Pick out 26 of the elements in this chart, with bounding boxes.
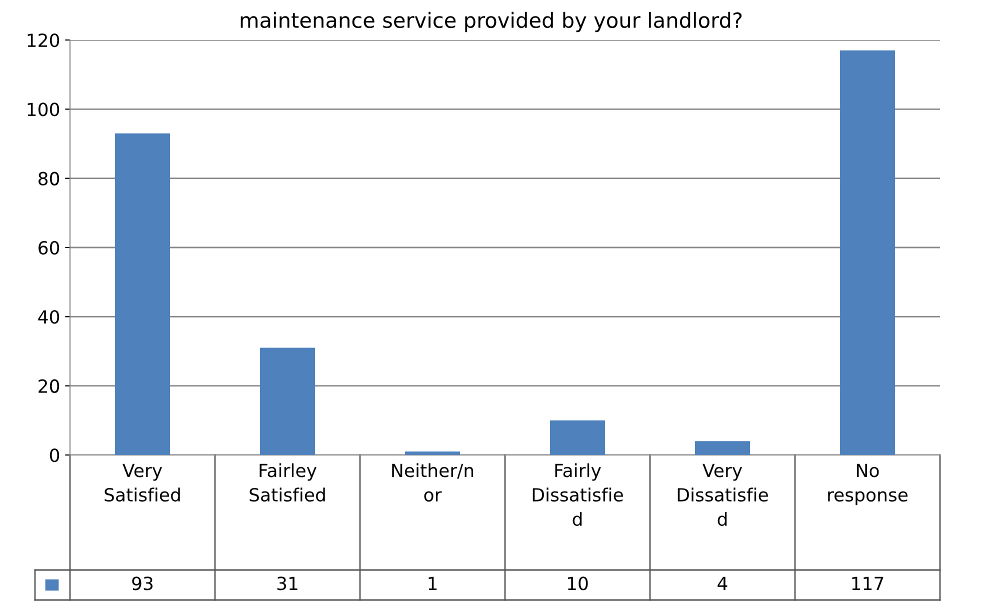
chart-title: maintenance service provided by your landlord? (240, 12, 742, 32)
bar (840, 50, 896, 455)
data-label: 1 (428, 576, 437, 590)
x-tick-label: No response (828, 464, 908, 506)
bar (694, 441, 750, 455)
y-tick-label: 80 (38, 172, 60, 186)
x-tick-label: Very Satisfied (104, 464, 180, 502)
data-label: 4 (718, 576, 728, 590)
y-tick-label: 40 (38, 310, 60, 324)
bar (550, 420, 606, 455)
bar (260, 348, 316, 455)
x-tick-label: Very Dissatisfie d (678, 464, 768, 526)
y-tick-label: 120 (28, 33, 60, 48)
x-tick-label: Fairley Satisfied (250, 463, 325, 502)
bar (114, 133, 170, 455)
y-tick-label: 100 (28, 102, 60, 116)
x-tick-label: Fairly Dissatisfie d (532, 463, 623, 526)
data-label: 31 (277, 576, 298, 590)
y-tick-label: 20 (38, 379, 60, 393)
y-tick-label: 60 (38, 240, 60, 255)
data-label: 10 (568, 576, 588, 590)
x-tick-label: Neither/n or (392, 463, 474, 502)
data-label: 93 (132, 576, 153, 590)
data-label: 117 (852, 576, 884, 590)
y-tick-label: 0 (50, 448, 60, 462)
bar (404, 452, 460, 455)
